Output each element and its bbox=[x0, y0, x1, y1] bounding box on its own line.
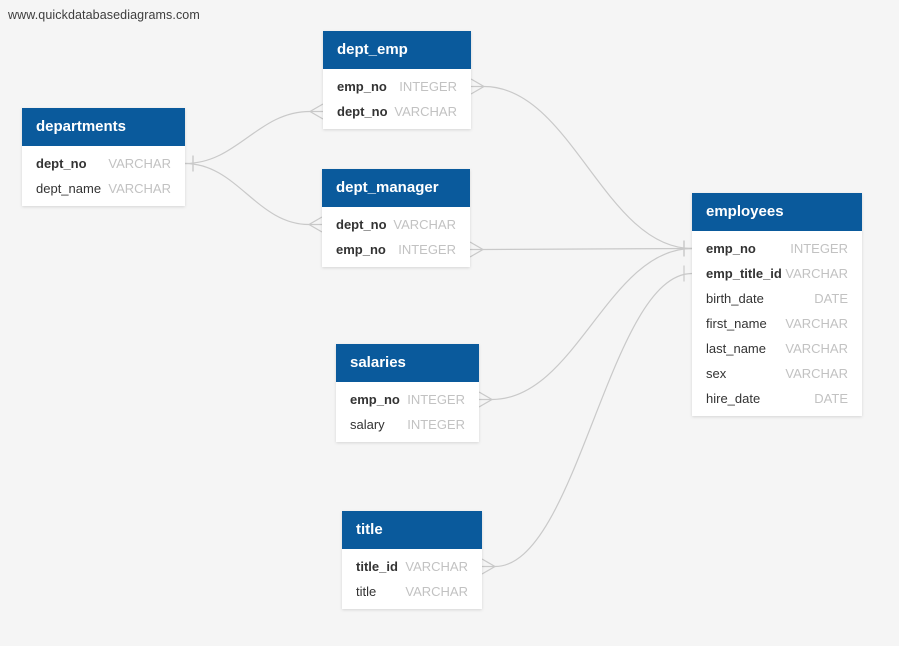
table-departments[interactable]: departments dept_no VARCHAR dept_name VARCHA… bbox=[22, 108, 185, 206]
table-title: salaries bbox=[350, 354, 406, 371]
field-row-salaries-salary: salary INTEGER bbox=[336, 412, 479, 437]
field-name: emp_title_id bbox=[706, 266, 782, 281]
relationship-dept_manager-emp_no-to-employees-emp_no-path bbox=[482, 247, 693, 251]
field-type: VARCHAR bbox=[785, 366, 848, 381]
field-row-departments-dept_name: dept_name VARCHAR bbox=[22, 176, 185, 201]
field-type: VARCHAR bbox=[405, 584, 468, 599]
table-title: employees bbox=[706, 203, 784, 220]
relationship-departments-dept_no-to-dept_emp-dept_no-path bbox=[184, 110, 311, 165]
field-type: VARCHAR bbox=[108, 181, 171, 196]
field-name: emp_no bbox=[706, 241, 756, 256]
relationship-departments-dept_no-to-dept_manager-dept_no-path bbox=[184, 162, 310, 226]
table-header-departments[interactable]: departments bbox=[22, 108, 185, 146]
field-type: VARCHAR bbox=[785, 316, 848, 331]
table-body: emp_no INTEGER salary INTEGER bbox=[336, 382, 479, 442]
field-type: VARCHAR bbox=[393, 217, 456, 232]
field-row-employees-first_name: first_name VARCHAR bbox=[692, 311, 862, 336]
field-name: title_id bbox=[356, 559, 398, 574]
table-title: title bbox=[356, 521, 383, 538]
table-title[interactable]: title title_id VARCHAR title VARCHAR bbox=[342, 511, 482, 609]
field-name: emp_no bbox=[350, 392, 400, 407]
field-name: dept_no bbox=[337, 104, 388, 119]
crowsfoot-many-icon bbox=[478, 391, 494, 408]
relationship-title-title_id-to-employees-emp_title_id-path bbox=[494, 272, 693, 568]
table-dept_emp[interactable]: dept_emp emp_no INTEGER dept_no VARCHAR bbox=[323, 31, 471, 129]
field-row-employees-hire_date: hire_date DATE bbox=[692, 386, 862, 411]
field-row-salaries-emp_no: emp_no INTEGER bbox=[336, 387, 479, 412]
field-row-employees-emp_title_id: emp_title_id VARCHAR bbox=[692, 261, 862, 286]
field-type: VARCHAR bbox=[785, 341, 848, 356]
field-name: sex bbox=[706, 366, 727, 381]
field-row-employees-birth_date: birth_date DATE bbox=[692, 286, 862, 311]
crowsfoot-many-icon bbox=[308, 103, 324, 120]
field-name: dept_no bbox=[336, 217, 387, 232]
field-name: first_name bbox=[706, 316, 767, 331]
table-dept_manager[interactable]: dept_manager dept_no VARCHAR emp_no INTEGER bbox=[322, 169, 470, 267]
table-body: emp_no INTEGER emp_title_id VARCHAR birth_da… bbox=[692, 231, 862, 416]
crowsfoot-many-icon bbox=[307, 216, 323, 233]
field-row-departments-dept_no: dept_no VARCHAR bbox=[22, 151, 185, 176]
table-title: dept_manager bbox=[336, 179, 439, 196]
field-type: INTEGER bbox=[398, 242, 456, 257]
field-row-dept_emp-dept_no: dept_no VARCHAR bbox=[323, 99, 471, 124]
field-type: VARCHAR bbox=[394, 104, 457, 119]
table-salaries[interactable]: salaries emp_no INTEGER salary INTEGER bbox=[336, 344, 479, 442]
field-type: INTEGER bbox=[407, 392, 465, 407]
table-employees[interactable]: employees emp_no INTEGER emp_title_id VARCHA… bbox=[692, 193, 862, 416]
field-name: hire_date bbox=[706, 391, 761, 406]
field-row-employees-sex: sex VARCHAR bbox=[692, 361, 862, 386]
relationship-dept_emp-emp_no-to-employees-emp_no-path bbox=[483, 85, 693, 250]
table-body: emp_no INTEGER dept_no VARCHAR bbox=[323, 69, 471, 129]
table-header-dept_manager[interactable]: dept_manager bbox=[322, 169, 470, 207]
table-header-salaries[interactable]: salaries bbox=[336, 344, 479, 382]
field-name: title bbox=[356, 584, 377, 599]
field-name: dept_no bbox=[36, 156, 87, 171]
table-body: dept_no VARCHAR emp_no INTEGER bbox=[322, 207, 470, 267]
table-title: departments bbox=[36, 118, 127, 135]
table-header-dept_emp[interactable]: dept_emp bbox=[323, 31, 471, 69]
field-row-dept_manager-emp_no: emp_no INTEGER bbox=[322, 237, 470, 262]
table-body: dept_no VARCHAR dept_name VARCHAR bbox=[22, 146, 185, 206]
field-type: VARCHAR bbox=[785, 266, 848, 281]
crowsfoot-many-icon bbox=[469, 241, 485, 258]
table-header-title[interactable]: title bbox=[342, 511, 482, 549]
field-name: salary bbox=[350, 417, 385, 432]
table-header-employees[interactable]: employees bbox=[692, 193, 862, 231]
relationship-salaries-emp_no-to-employees-emp_no-path bbox=[491, 247, 693, 401]
field-type: DATE bbox=[814, 291, 848, 306]
watermark: www.quickdatabasediagrams.com bbox=[8, 8, 200, 22]
field-type: DATE bbox=[814, 391, 848, 406]
crowsfoot-many-icon bbox=[481, 558, 497, 575]
field-type: INTEGER bbox=[790, 241, 848, 256]
field-row-dept_manager-dept_no: dept_no VARCHAR bbox=[322, 212, 470, 237]
field-type: VARCHAR bbox=[405, 559, 468, 574]
field-name: birth_date bbox=[706, 291, 764, 306]
field-row-title-title: title VARCHAR bbox=[342, 579, 482, 604]
field-name: emp_no bbox=[336, 242, 386, 257]
field-name: last_name bbox=[706, 341, 766, 356]
table-body: title_id VARCHAR title VARCHAR bbox=[342, 549, 482, 609]
field-row-title-title_id: title_id VARCHAR bbox=[342, 554, 482, 579]
field-type: VARCHAR bbox=[108, 156, 171, 171]
field-name: emp_no bbox=[337, 79, 387, 94]
table-title: dept_emp bbox=[337, 41, 408, 58]
field-name: dept_name bbox=[36, 181, 102, 196]
field-row-dept_emp-emp_no: emp_no INTEGER bbox=[323, 74, 471, 99]
field-row-employees-last_name: last_name VARCHAR bbox=[692, 336, 862, 361]
field-type: INTEGER bbox=[407, 417, 465, 432]
field-row-employees-emp_no: emp_no INTEGER bbox=[692, 236, 862, 261]
field-type: INTEGER bbox=[399, 79, 457, 94]
crowsfoot-many-icon bbox=[470, 78, 486, 95]
